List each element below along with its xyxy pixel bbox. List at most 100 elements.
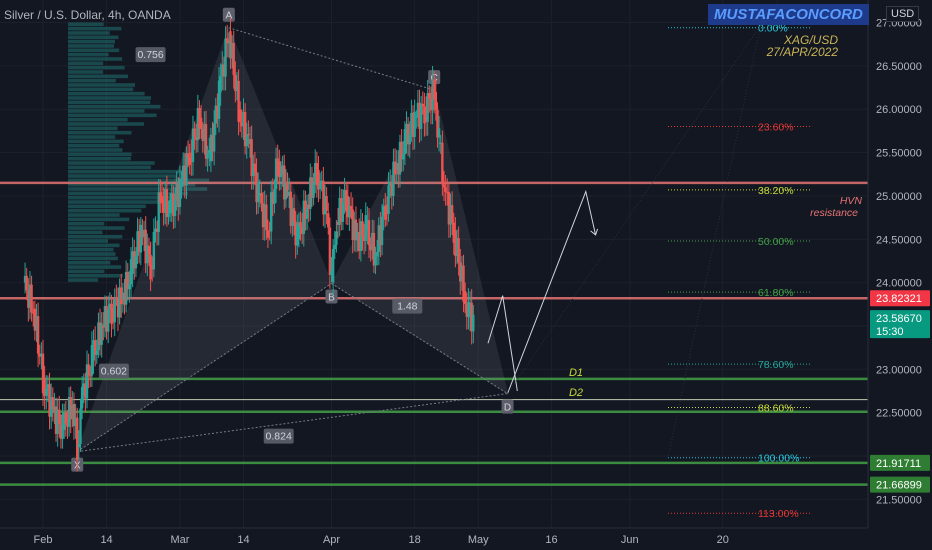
candle-body	[27, 290, 30, 308]
candle-body	[406, 124, 410, 145]
volume-bar	[68, 122, 145, 126]
volume-bar	[68, 187, 208, 191]
candle-body	[82, 383, 85, 396]
candle-body	[165, 189, 169, 217]
candle-body	[390, 182, 394, 196]
candle-body	[111, 308, 115, 323]
candle-body	[320, 180, 323, 184]
candle-body	[364, 215, 367, 241]
candle-body	[263, 204, 266, 228]
projection-path	[487, 0, 779, 394]
candle-body	[279, 175, 283, 177]
ratio-label: 0.756	[137, 49, 163, 61]
candle-body	[468, 302, 472, 318]
candle-body	[133, 251, 136, 269]
volume-bar	[68, 174, 176, 178]
candle-body	[172, 193, 175, 216]
volume-bar	[68, 247, 114, 252]
time-tick: 16	[545, 534, 557, 546]
volume-bar	[68, 143, 120, 148]
fibonacci-levels: 0.00% 23.60% 38.20% 50.00% 61.80% 78.60% 88.60…	[667, 23, 810, 520]
candle-body	[162, 199, 165, 213]
candle-body	[185, 153, 188, 186]
candle-body	[58, 409, 61, 425]
candle-body	[177, 184, 180, 208]
candle-body	[452, 222, 455, 243]
candle-body	[25, 275, 28, 291]
candle-body	[331, 249, 335, 283]
candle-body	[124, 272, 128, 305]
volume-bar	[68, 265, 122, 269]
fib-label: 113.00%	[758, 508, 799, 520]
volume-bar	[68, 52, 109, 57]
candle-body	[196, 108, 200, 141]
candle-body	[195, 136, 198, 141]
candle-body	[30, 284, 33, 313]
fib-label: 38.20%	[758, 185, 794, 197]
time-axis-panel	[0, 528, 932, 550]
candle-body	[307, 204, 310, 209]
ratio-badge	[135, 47, 166, 63]
pattern-ratio-line	[76, 283, 332, 453]
price-badge	[870, 310, 930, 339]
candle-body	[85, 364, 89, 399]
candle-body	[93, 340, 97, 355]
candle-body	[118, 287, 121, 318]
currency-button[interactable]: USD	[886, 6, 920, 22]
candle-body	[296, 224, 299, 246]
candle-body	[423, 106, 426, 124]
candle-body	[191, 128, 195, 163]
candle-body	[460, 265, 464, 282]
candle-body	[225, 38, 229, 44]
candle-body	[167, 213, 170, 217]
candle-body	[455, 238, 459, 256]
short-term-path	[487, 295, 518, 392]
ratio-label: 1.48	[397, 301, 418, 313]
candle-body	[92, 340, 95, 361]
projection-line	[507, 189, 597, 394]
candle-body	[281, 165, 284, 176]
candle-body	[289, 191, 292, 226]
volume-bar	[68, 230, 103, 235]
time-tick: Feb	[34, 534, 53, 546]
candle-body	[211, 134, 214, 152]
candle-body	[299, 222, 302, 228]
candle-body	[426, 93, 429, 122]
candle-body	[131, 251, 134, 274]
candle-body	[429, 98, 433, 111]
candle-body	[467, 301, 470, 317]
candle-body	[261, 203, 265, 228]
volume-bar	[68, 91, 145, 96]
candle-body	[419, 103, 423, 129]
candle-body	[32, 312, 35, 314]
candle-body	[222, 64, 226, 77]
pattern-ratio-line	[77, 393, 508, 453]
candle-body	[23, 275, 27, 283]
candle-body	[84, 383, 87, 399]
candle-body	[154, 228, 157, 232]
candle-body	[459, 262, 462, 282]
candle-body	[434, 91, 438, 111]
candle-body	[439, 142, 442, 144]
candle-body	[219, 76, 222, 92]
volume-bar	[68, 44, 115, 48]
time-tick: May	[468, 534, 489, 546]
candle-body	[193, 128, 196, 137]
candle-body	[61, 414, 64, 439]
candle-body	[160, 195, 164, 200]
candle-body	[283, 165, 286, 200]
volume-bar	[68, 269, 105, 274]
pattern-point-badge	[222, 7, 235, 22]
candle-body	[142, 229, 146, 238]
candle-body	[255, 172, 258, 203]
candle-body	[168, 199, 172, 214]
candle-body	[199, 117, 203, 130]
candle-body	[287, 191, 291, 196]
candle-body	[232, 42, 235, 75]
candle-body	[28, 284, 32, 308]
volume-bar	[68, 126, 118, 131]
volume-bar	[68, 139, 124, 144]
volume-bar	[68, 278, 98, 282]
